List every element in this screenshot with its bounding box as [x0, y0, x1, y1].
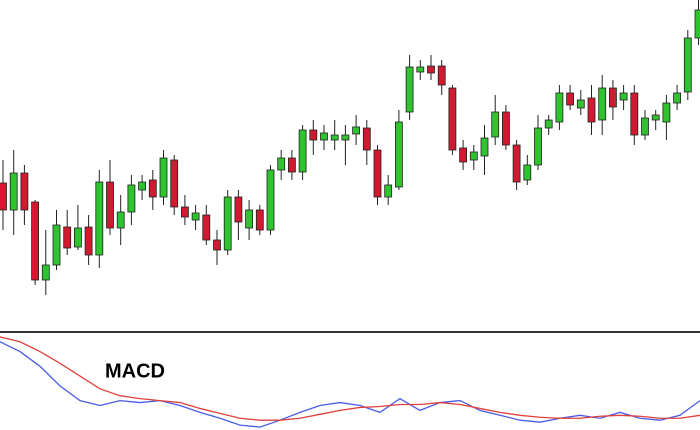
- candle-body: [298, 129, 307, 173]
- candle-body: [373, 149, 382, 198]
- candle-body: [320, 132, 328, 141]
- candle-body: [170, 159, 179, 208]
- candle-body: [341, 134, 350, 141]
- candle-body: [148, 179, 157, 198]
- candle-body: [74, 227, 82, 248]
- candle-body: [0, 182, 7, 211]
- candle-body: [544, 119, 553, 129]
- candle-body: [630, 92, 639, 136]
- candle-body: [576, 99, 585, 109]
- candle-body: [662, 102, 671, 123]
- candle-body: [694, 9, 700, 39]
- candle-body: [405, 66, 414, 113]
- candle-body: [41, 264, 50, 281]
- candle-body: [202, 214, 211, 241]
- candle-body: [63, 226, 72, 249]
- candle-body: [534, 127, 542, 166]
- candle-body: [683, 37, 692, 93]
- candle-body: [180, 206, 189, 218]
- candle-body: [106, 181, 114, 229]
- candle-body: [416, 66, 425, 73]
- candle-body: [234, 196, 243, 223]
- candle-body: [245, 209, 254, 229]
- candle-body: [277, 157, 286, 171]
- candle-body: [287, 157, 296, 173]
- candle-body: [84, 226, 93, 256]
- candle-body: [213, 239, 221, 251]
- candle-body: [491, 111, 500, 138]
- candle-body: [384, 184, 393, 198]
- candle-body: [587, 97, 596, 123]
- candle-body: [159, 157, 168, 198]
- candle-body: [52, 224, 61, 266]
- candle-body: [459, 147, 468, 163]
- candle-body: [394, 121, 403, 188]
- candle-body: [437, 65, 446, 86]
- candle-body: [309, 129, 318, 141]
- candle-body: [127, 184, 136, 213]
- candle-body: [20, 172, 29, 211]
- candle-body: [31, 201, 40, 281]
- candle-body: [191, 212, 200, 221]
- candle-body: [598, 87, 607, 121]
- candle-body: [448, 87, 457, 151]
- macd-line: [0, 336, 700, 421]
- candle-body: [512, 144, 521, 183]
- candle-body: [480, 137, 489, 157]
- candle-body: [362, 127, 371, 151]
- candle-body: [266, 169, 275, 231]
- macd-line: [0, 341, 700, 428]
- candle-body: [619, 92, 628, 101]
- candle-body: [651, 114, 660, 121]
- candle-body: [255, 209, 264, 231]
- candle-body: [352, 126, 361, 135]
- candle-body: [138, 181, 147, 191]
- candle-body: [330, 134, 339, 141]
- candle-body: [523, 164, 532, 181]
- candle-body: [116, 211, 125, 229]
- candle-body: [555, 92, 564, 123]
- candle-body: [609, 87, 617, 108]
- candle-body: [427, 65, 435, 74]
- candle-body: [566, 92, 574, 106]
- candle-body: [9, 172, 18, 211]
- candle-body: [501, 111, 510, 146]
- candle-body: [673, 92, 681, 104]
- candle-body: [641, 117, 649, 136]
- candle-body: [223, 196, 232, 251]
- macd-label: MACD: [105, 360, 165, 382]
- candle-body: [469, 151, 478, 161]
- candle-body: [95, 181, 104, 256]
